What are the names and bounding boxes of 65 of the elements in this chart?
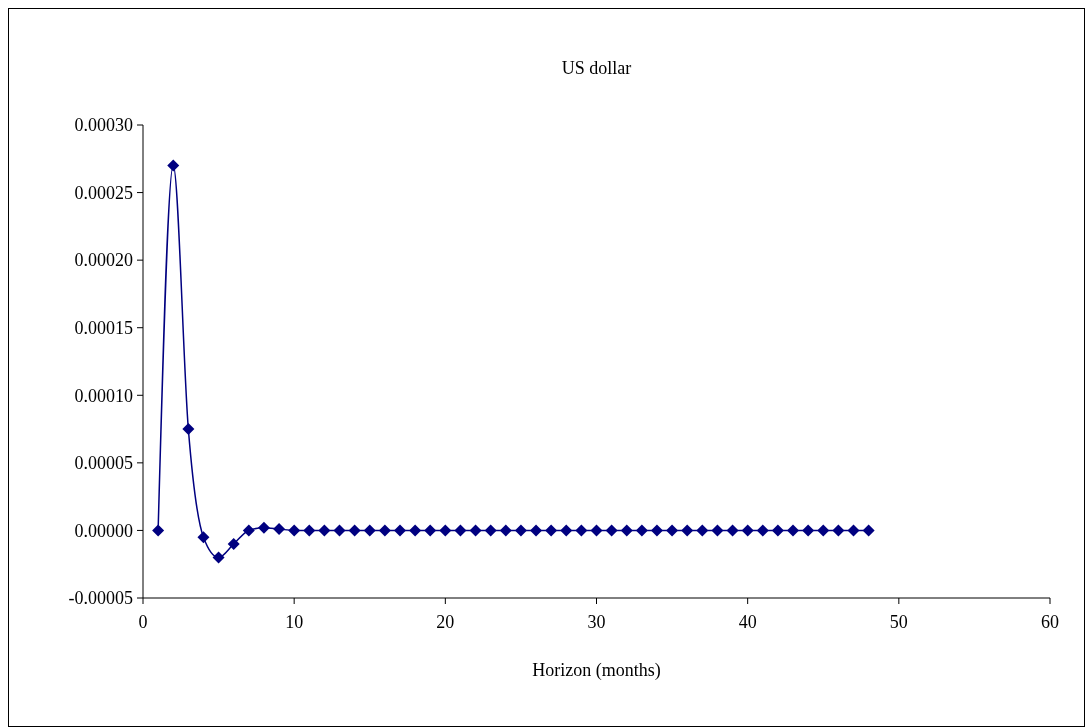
point <box>620 524 633 537</box>
point <box>847 524 860 537</box>
point <box>333 524 346 537</box>
x-tick-label: 60 <box>1041 612 1059 632</box>
point <box>545 524 558 537</box>
y-tick-label: 0.00005 <box>74 453 133 474</box>
y-tick-label: 0.00015 <box>74 318 133 339</box>
point <box>696 524 709 537</box>
point <box>167 159 180 172</box>
point <box>378 524 391 537</box>
x-tick-label: 0 <box>138 612 148 632</box>
y-tick-label: -0.00005 <box>68 588 133 609</box>
point <box>605 524 618 537</box>
point <box>862 524 875 537</box>
point <box>802 524 815 537</box>
point <box>288 524 301 537</box>
point <box>242 524 255 537</box>
point <box>499 524 512 537</box>
point <box>666 524 679 537</box>
point <box>756 524 769 537</box>
point <box>348 524 361 537</box>
point <box>575 524 588 537</box>
point <box>424 524 437 537</box>
point <box>197 531 210 544</box>
point <box>454 524 467 537</box>
point <box>832 524 845 537</box>
point <box>212 551 225 564</box>
point <box>514 524 527 537</box>
y-tick-label: 0.00020 <box>74 250 133 271</box>
point <box>318 524 331 537</box>
point <box>590 524 603 537</box>
x-tick-label: 10 <box>285 612 304 632</box>
point <box>771 524 784 537</box>
point <box>363 524 376 537</box>
point <box>711 524 724 537</box>
point <box>726 524 739 537</box>
point <box>817 524 830 537</box>
y-tick-label: 0.00000 <box>74 520 133 541</box>
y-tick-label: 0.00010 <box>74 385 133 406</box>
y-tick-label: 0.00025 <box>74 182 133 203</box>
point <box>257 521 270 534</box>
point <box>787 524 800 537</box>
point <box>409 524 422 537</box>
x-axis-title: Horizon (months) <box>532 660 661 681</box>
point <box>484 524 497 537</box>
point <box>560 524 573 537</box>
point <box>469 524 482 537</box>
chart-title: US dollar <box>561 58 632 78</box>
x-tick-label: 30 <box>587 612 606 632</box>
point <box>227 537 240 550</box>
x-tick-label: 40 <box>738 612 757 632</box>
point <box>530 524 543 537</box>
point <box>681 524 694 537</box>
point <box>741 524 754 537</box>
point <box>393 524 406 537</box>
point <box>439 524 452 537</box>
point <box>303 524 316 537</box>
point <box>273 523 286 536</box>
x-tick-label: 20 <box>436 612 455 632</box>
y-tick-label: 0.00030 <box>74 115 133 136</box>
point <box>650 524 663 537</box>
point <box>182 423 195 436</box>
point <box>635 524 648 537</box>
point <box>152 524 165 537</box>
x-tick-label: 50 <box>889 612 908 632</box>
